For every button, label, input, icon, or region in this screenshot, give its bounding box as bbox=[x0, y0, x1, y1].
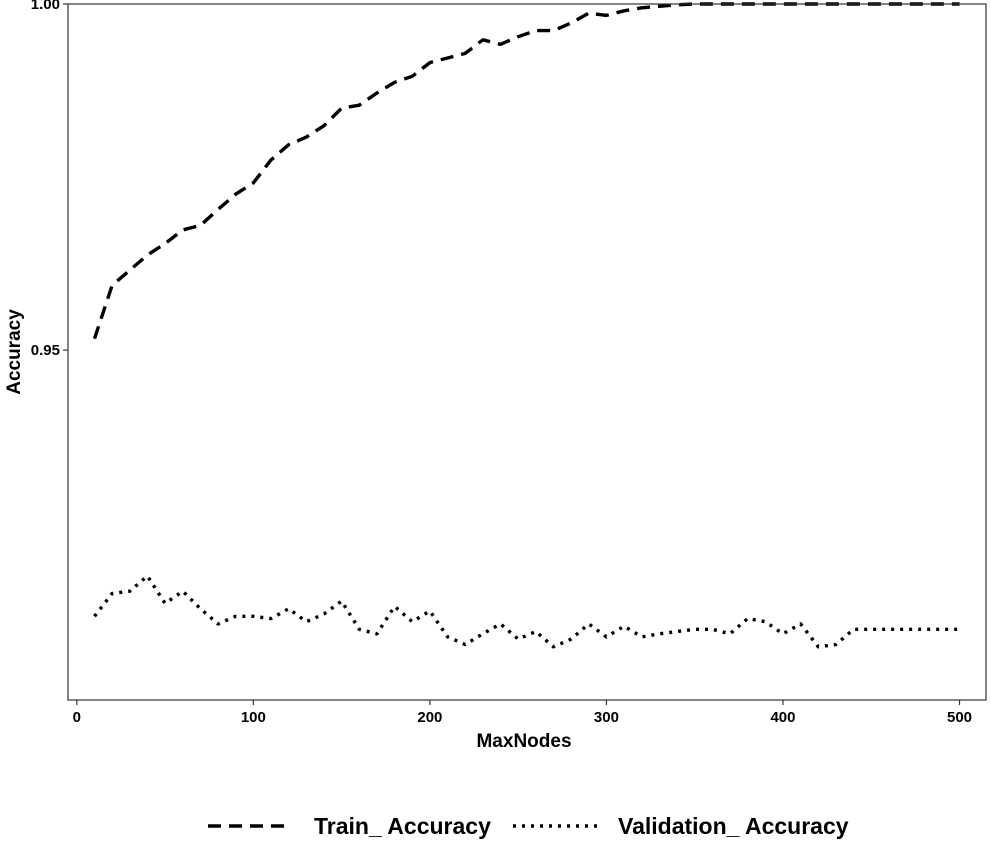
x-tick-label: 200 bbox=[417, 709, 442, 726]
y-tick-label: 0.95 bbox=[31, 342, 60, 359]
y-axis: 0.95 1.00 bbox=[31, 0, 68, 359]
legend: Train_ Accuracy Validation_ Accuracy bbox=[208, 813, 849, 839]
y-tick-label: 1.00 bbox=[31, 0, 60, 13]
y-axis-title: Accuracy bbox=[4, 309, 25, 395]
x-tick-label: 0 bbox=[73, 709, 81, 726]
x-tick-label: 300 bbox=[594, 709, 619, 726]
plot-frame bbox=[67, 3, 987, 701]
x-tick-label: 500 bbox=[947, 709, 972, 726]
x-tick-label: 100 bbox=[241, 709, 266, 726]
x-axis: 0 100 200 300 400 500 bbox=[73, 700, 972, 726]
x-tick-label: 400 bbox=[770, 709, 795, 726]
legend-label-train-accuracy: Train_ Accuracy bbox=[314, 813, 491, 839]
x-axis-title: MaxNodes bbox=[476, 731, 571, 752]
legend-label-validation-accuracy: Validation_ Accuracy bbox=[618, 813, 849, 839]
